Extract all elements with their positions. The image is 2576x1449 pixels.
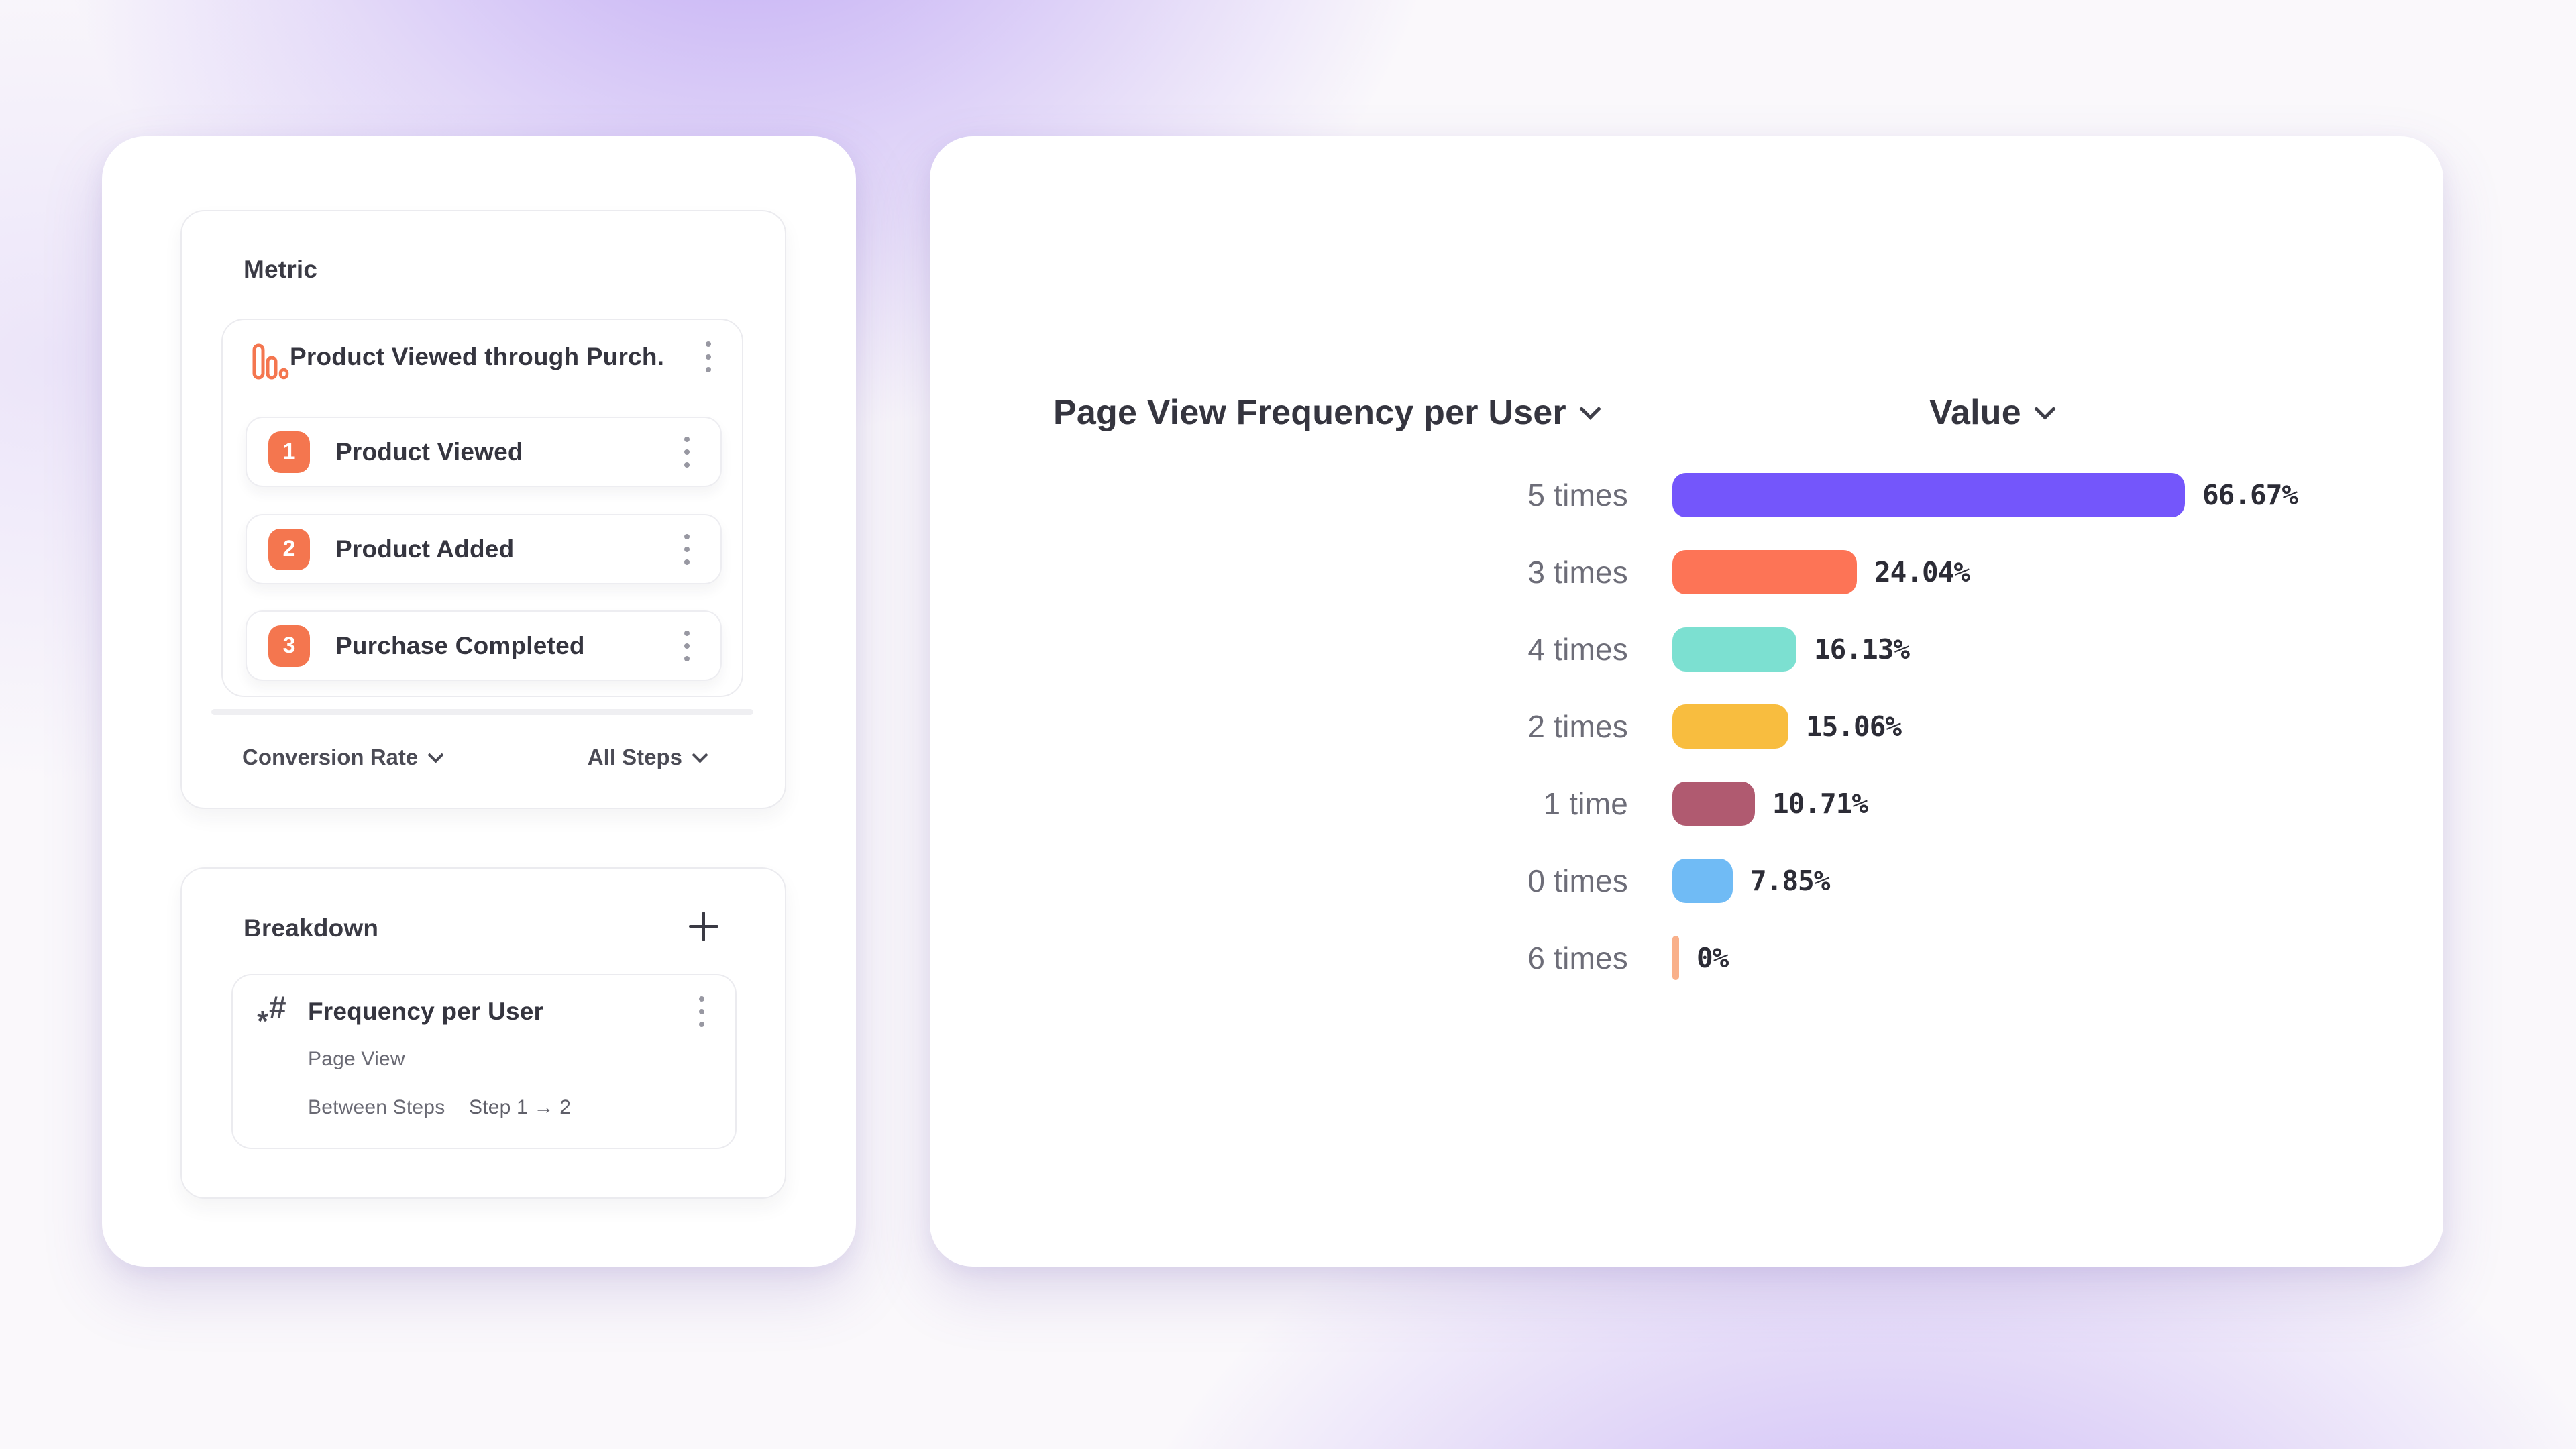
funnel-step-row-2[interactable]: 2 Product Added (246, 514, 722, 584)
kebab-menu-icon[interactable] (695, 992, 708, 1031)
bar-track: 16.13% (1672, 627, 1910, 672)
funnel-steps-box: Product Viewed through Purch... 1 Produc… (221, 319, 743, 697)
chevron-down-icon (1579, 397, 1601, 420)
metric-panel: Metric Product Viewed through Purch... 1 (180, 210, 786, 809)
bar-track: 10.71% (1672, 781, 1868, 826)
funnel-step-row-1[interactable]: 1 Product Viewed (246, 417, 722, 487)
kebab-menu-icon[interactable] (680, 627, 694, 665)
chart-value-dropdown[interactable]: Value (1929, 392, 2056, 433)
chart-title: Page View Frequency per User (1053, 393, 1566, 432)
chevron-down-icon (427, 746, 444, 763)
value-header-label: Value (1929, 393, 2021, 432)
bar-category-label: 5 times (1527, 477, 1628, 513)
funnel-header-row[interactable]: Product Viewed through Purch... (223, 320, 742, 394)
breakdown-scope-value: Step 1 → 2 (469, 1096, 572, 1118)
chart-breakdown-dropdown[interactable]: Page View Frequency per User (1053, 392, 1601, 433)
kebab-menu-icon[interactable] (702, 337, 715, 376)
funnel-step-row-3[interactable]: 3 Purchase Completed (246, 610, 722, 681)
conversion-rate-label: Conversion Rate (242, 745, 419, 769)
query-builder-card: Metric Product Viewed through Purch... 1 (102, 136, 856, 1267)
bar-value-label: 0% (1697, 941, 1729, 974)
bar[interactable] (1672, 472, 2185, 517)
bar[interactable] (1672, 858, 1733, 903)
chart-row: 5 times 66.67% (930, 456, 2443, 533)
bar[interactable] (1672, 627, 1796, 672)
bar-value-label: 10.71% (1772, 787, 1868, 820)
bar-track: 15.06% (1672, 704, 1902, 749)
breakdown-property-name: Frequency per User (308, 998, 544, 1025)
all-steps-label: All Steps (587, 745, 682, 769)
breakdown-panel-title: Breakdown (244, 914, 379, 942)
step-number-badge: 2 (268, 528, 310, 570)
hash-asterisk-icon: # * (257, 989, 286, 1038)
bar-category-label: 0 times (1527, 863, 1628, 898)
step-label: Purchase Completed (335, 631, 585, 659)
kebab-menu-icon[interactable] (680, 530, 694, 569)
bar[interactable] (1672, 549, 1857, 594)
breakdown-scope-row: Between Steps Step 1 → 2 (308, 1096, 571, 1119)
bar-category-label: 6 times (1527, 940, 1628, 975)
kebab-menu-icon[interactable] (680, 433, 694, 472)
step-label: Product Viewed (335, 437, 523, 466)
chart-row: 3 times 24.04% (930, 533, 2443, 610)
bar[interactable] (1672, 704, 1788, 749)
bar-chart: 5 times 66.67% 3 times 24.04% 4 times 16.13% 2… (930, 456, 2443, 996)
bar-value-label: 7.85% (1750, 864, 1830, 897)
scroll-track (211, 709, 753, 715)
conversion-rate-dropdown[interactable]: Conversion Rate (242, 745, 444, 770)
chart-row: 2 times 15.06% (930, 688, 2443, 765)
metric-footer: Conversion Rate All Steps (182, 745, 785, 770)
breakdown-scope-label: Between Steps (308, 1096, 445, 1118)
breakdown-item[interactable]: # * Frequency per User Page View Between … (231, 974, 737, 1149)
bar-track: 0% (1672, 935, 1729, 980)
bar-value-label: 15.06% (1806, 710, 1902, 743)
funnel-name[interactable]: Product Viewed through Purch... (290, 343, 665, 370)
bar-value-label: 24.04% (1874, 555, 1970, 588)
chevron-down-icon (2034, 397, 2056, 420)
chart-row: 1 time 10.71% (930, 765, 2443, 842)
breakdown-event-name: Page View (308, 1048, 405, 1070)
add-breakdown-button[interactable] (686, 909, 721, 944)
bar-value-label: 16.13% (1814, 633, 1910, 665)
chart-row: 0 times 7.85% (930, 842, 2443, 919)
chart-row: 4 times 16.13% (930, 610, 2443, 688)
bar-track: 66.67% (1672, 472, 2298, 517)
bar[interactable] (1672, 935, 1679, 980)
chevron-down-icon (692, 746, 708, 763)
breakdown-item-header: # * Frequency per User (233, 987, 735, 1038)
funnel-bars-icon (251, 341, 291, 385)
all-steps-dropdown[interactable]: All Steps (587, 745, 708, 770)
bar-track: 24.04% (1672, 549, 1970, 594)
chart-card: Page View Frequency per User Value 5 tim… (930, 136, 2443, 1267)
bar-track: 7.85% (1672, 858, 1830, 903)
bar-category-label: 4 times (1527, 631, 1628, 667)
step-label: Product Added (335, 535, 515, 563)
breakdown-panel: Breakdown # * Frequency per User Page Vie… (180, 867, 786, 1199)
step-number-badge: 1 (268, 431, 310, 473)
bar-category-label: 1 time (1543, 786, 1628, 821)
chart-row: 6 times 0% (930, 919, 2443, 996)
metric-panel-title: Metric (244, 256, 318, 283)
bar-category-label: 2 times (1527, 708, 1628, 744)
bar-value-label: 66.67% (2202, 478, 2298, 511)
bar-category-label: 3 times (1527, 554, 1628, 590)
bar[interactable] (1672, 781, 1755, 826)
step-number-badge: 3 (268, 625, 310, 667)
